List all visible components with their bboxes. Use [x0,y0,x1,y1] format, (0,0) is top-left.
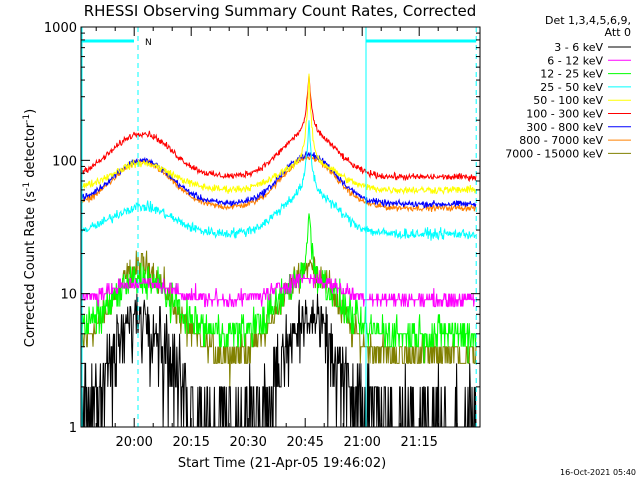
legend-label: 800 - 7000 keV [519,134,603,147]
legend-label: 100 - 300 keV [526,108,603,121]
legend-label: 6 - 12 keV [547,54,603,67]
legend-label: 25 - 50 keV [540,81,603,94]
x-tick-label: 20:30 [229,435,266,450]
series-line [80,151,477,209]
y-tick-label: 10 [60,288,77,303]
series-line [80,120,477,241]
chart-title: RHESSI Observing Summary Count Rates, Co… [84,2,477,20]
y-tick-label: 100 [52,154,77,169]
y-tick-label: 1 [69,421,77,436]
series-line [80,270,476,308]
x-axis: 20:00 20:15 20:30 20:45 21:00 21:15 [95,27,458,450]
series-line [80,250,477,387]
series-line [80,73,477,196]
x-tick-label: 20:45 [286,435,323,450]
series-line [80,213,477,364]
x-tick-label: 21:15 [400,435,437,450]
night-bar-label: N [145,38,152,48]
series-line [81,293,477,428]
legend-label: 300 - 800 keV [526,121,603,134]
x-tick-label: 20:00 [115,435,152,450]
series-line [80,75,477,183]
legend-label: 3 - 6 keV [554,41,603,54]
plot-frame [80,26,481,428]
y-axis-label: Corrected Count Rate (s-1 detector-1) [22,109,38,347]
legend-header-line-2: Att 0 [605,26,631,39]
x-tick-label: 21:00 [343,435,380,450]
x-axis-label: Start Time (21-Apr-05 19:46:02) [178,456,386,471]
legend-label: 12 - 25 keV [540,68,603,81]
legend-label: 7000 - 15000 keV [505,147,603,160]
legend-header-line-1: Det 1,3,4,5,6,9, [545,14,631,27]
plot-area: N [80,27,477,428]
timestamp: 16-Oct-2021 05:40 [560,468,636,477]
x-tick-label: 20:15 [172,435,209,450]
legend-label: 50 - 100 keV [533,94,603,107]
y-tick-label: 1000 [44,21,77,36]
y-axis: 1 10 100 1000 [44,21,480,436]
